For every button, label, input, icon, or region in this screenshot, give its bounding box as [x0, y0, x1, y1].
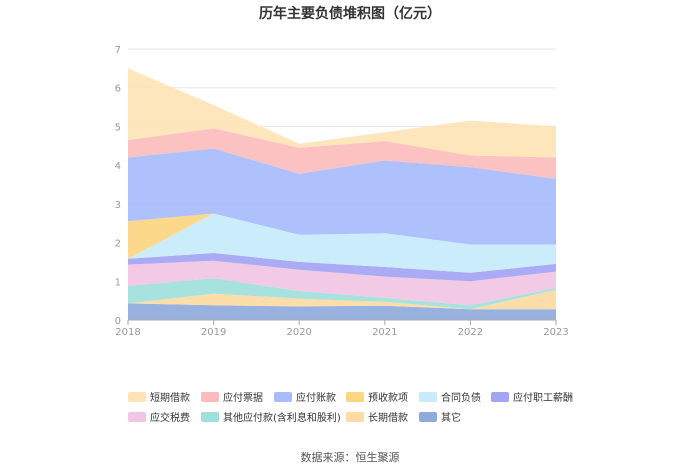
area-series-6: [128, 213, 556, 259]
legend-item[interactable]: 短期借款: [128, 391, 190, 404]
legend-item[interactable]: 合同负债: [419, 391, 481, 404]
y-tick-label: 4: [115, 161, 121, 172]
legend-swatch: [201, 392, 219, 402]
y-tick-label: 0: [115, 316, 121, 327]
legend-swatch: [419, 392, 437, 402]
chart-title: 历年主要负债堆积图（亿元）: [259, 5, 441, 22]
legend-swatch: [346, 392, 364, 402]
legend-item[interactable]: 应付账款: [274, 391, 336, 404]
y-tick-label: 7: [115, 45, 121, 56]
legend-item[interactable]: 应交税费: [128, 411, 190, 424]
legend-label: 其他应付款(含利息和股利): [223, 411, 341, 424]
legend-swatch: [128, 412, 146, 422]
x-tick-label: 2020: [286, 327, 311, 338]
legend-item[interactable]: 其他应付款(含利息和股利): [201, 411, 341, 424]
legend-swatch: [491, 392, 509, 402]
area-series-1: [128, 289, 556, 310]
legend-item[interactable]: 应付票据: [201, 391, 263, 404]
area-series-8: [128, 128, 556, 179]
legend-swatch: [419, 412, 437, 422]
area-series-5: [128, 213, 556, 273]
legend-label: 短期借款: [150, 391, 190, 404]
legend-label: 应付职工薪酬: [513, 391, 573, 404]
legend-label: 合同负债: [441, 391, 481, 404]
legend-item[interactable]: 其它: [419, 411, 461, 424]
area-series-9: [128, 68, 556, 158]
y-tick-label: 5: [115, 122, 121, 133]
legend-item[interactable]: 长期借款: [346, 411, 408, 424]
legend-swatch: [201, 412, 219, 422]
x-tick-label: 2018: [115, 327, 140, 338]
source-note: 数据来源：恒生聚源: [301, 450, 400, 464]
legend-label: 预收款项: [368, 391, 408, 404]
legend-swatch: [128, 392, 146, 402]
area-series-0: [128, 303, 556, 320]
legend-label: 长期借款: [368, 411, 408, 424]
area-series-2: [128, 278, 556, 310]
legend-label: 应付账款: [296, 391, 336, 404]
area-series-4: [128, 253, 556, 282]
y-tick-label: 1: [115, 277, 121, 288]
y-tick-label: 6: [115, 84, 121, 95]
axes: 0 1 2 3 4 5 6 7 2018 2019 2020 2021 2022 2023: [115, 45, 569, 338]
y-tick-label: 2: [115, 239, 121, 250]
y-tick-label: 3: [115, 200, 121, 211]
legend-swatch: [346, 412, 364, 422]
area-series-7: [128, 148, 556, 245]
x-tick-label: 2023: [543, 327, 568, 338]
area-series-3: [128, 260, 556, 306]
area-series-group: [128, 68, 556, 320]
legend-swatch: [274, 392, 292, 402]
x-tick-label: 2019: [201, 327, 226, 338]
x-tick-label: 2022: [458, 327, 483, 338]
legend-item[interactable]: 应付职工薪酬: [491, 391, 573, 404]
legend-label: 应交税费: [150, 411, 190, 424]
legend-label: 其它: [441, 411, 461, 424]
x-tick-label: 2021: [372, 327, 397, 338]
legend-item[interactable]: 预收款项: [346, 391, 408, 404]
legend-label: 应付票据: [223, 391, 263, 404]
